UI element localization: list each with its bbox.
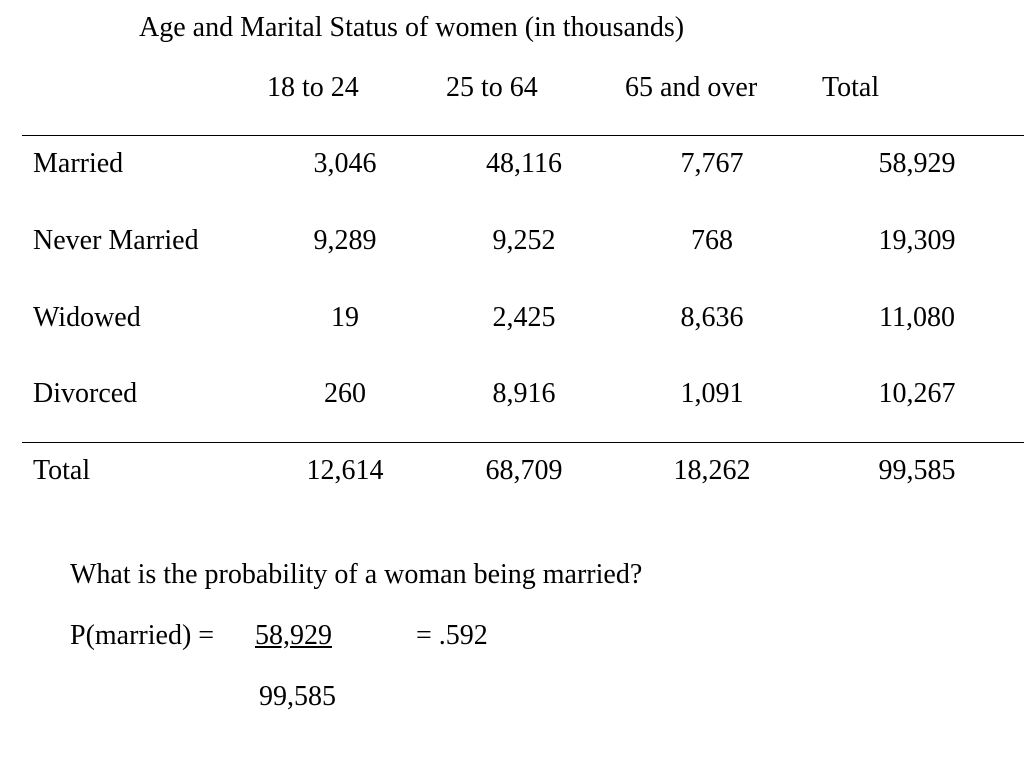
cell-married-total: 58,929: [878, 148, 956, 179]
formula-denominator: 99,585: [259, 681, 336, 712]
cell-widowed-65-over: 8,636: [680, 302, 744, 333]
cell-widowed-total: 11,080: [879, 302, 955, 333]
row-label-divorced: Divorced: [33, 378, 138, 409]
table-title: Age and Marital Status of women (in thou…: [139, 12, 685, 43]
question-text: What is the probability of a woman being…: [70, 559, 643, 590]
row-label-total: Total: [33, 455, 91, 486]
cell-never-married-total: 19,309: [878, 225, 956, 256]
formula-lhs: P(married) =: [70, 620, 215, 651]
cell-married-25-64: 48,116: [486, 148, 562, 179]
cell-total-18-24: 12,614: [306, 455, 384, 486]
column-header-total: Total: [822, 72, 880, 103]
cell-divorced-65-over: 1,091: [680, 378, 744, 409]
cell-never-married-18-24: 9,289: [313, 225, 377, 256]
cell-divorced-18-24: 260: [324, 378, 366, 409]
cell-married-18-24: 3,046: [313, 148, 377, 179]
cell-grand-total: 99,585: [878, 455, 956, 486]
cell-married-65-over: 7,767: [680, 148, 744, 179]
cell-widowed-25-64: 2,425: [492, 302, 556, 333]
row-label-never-married: Never Married: [33, 225, 199, 256]
column-header-18-24: 18 to 24: [267, 72, 359, 103]
cell-never-married-25-64: 9,252: [492, 225, 556, 256]
cell-divorced-total: 10,267: [878, 378, 956, 409]
table-total-rule: [22, 442, 1024, 443]
column-header-25-64: 25 to 64: [446, 72, 538, 103]
formula-result: = .592: [416, 620, 488, 651]
cell-total-25-64: 68,709: [485, 455, 563, 486]
row-label-widowed: Widowed: [33, 302, 141, 333]
formula-numerator: 58,929: [255, 620, 332, 651]
table-top-rule: [22, 135, 1024, 136]
cell-never-married-65-over: 768: [691, 225, 733, 256]
cell-total-65-over: 18,262: [673, 455, 751, 486]
column-header-65-over: 65 and over: [625, 72, 758, 103]
cell-widowed-18-24: 19: [331, 302, 359, 333]
cell-divorced-25-64: 8,916: [492, 378, 556, 409]
row-label-married: Married: [33, 148, 124, 179]
